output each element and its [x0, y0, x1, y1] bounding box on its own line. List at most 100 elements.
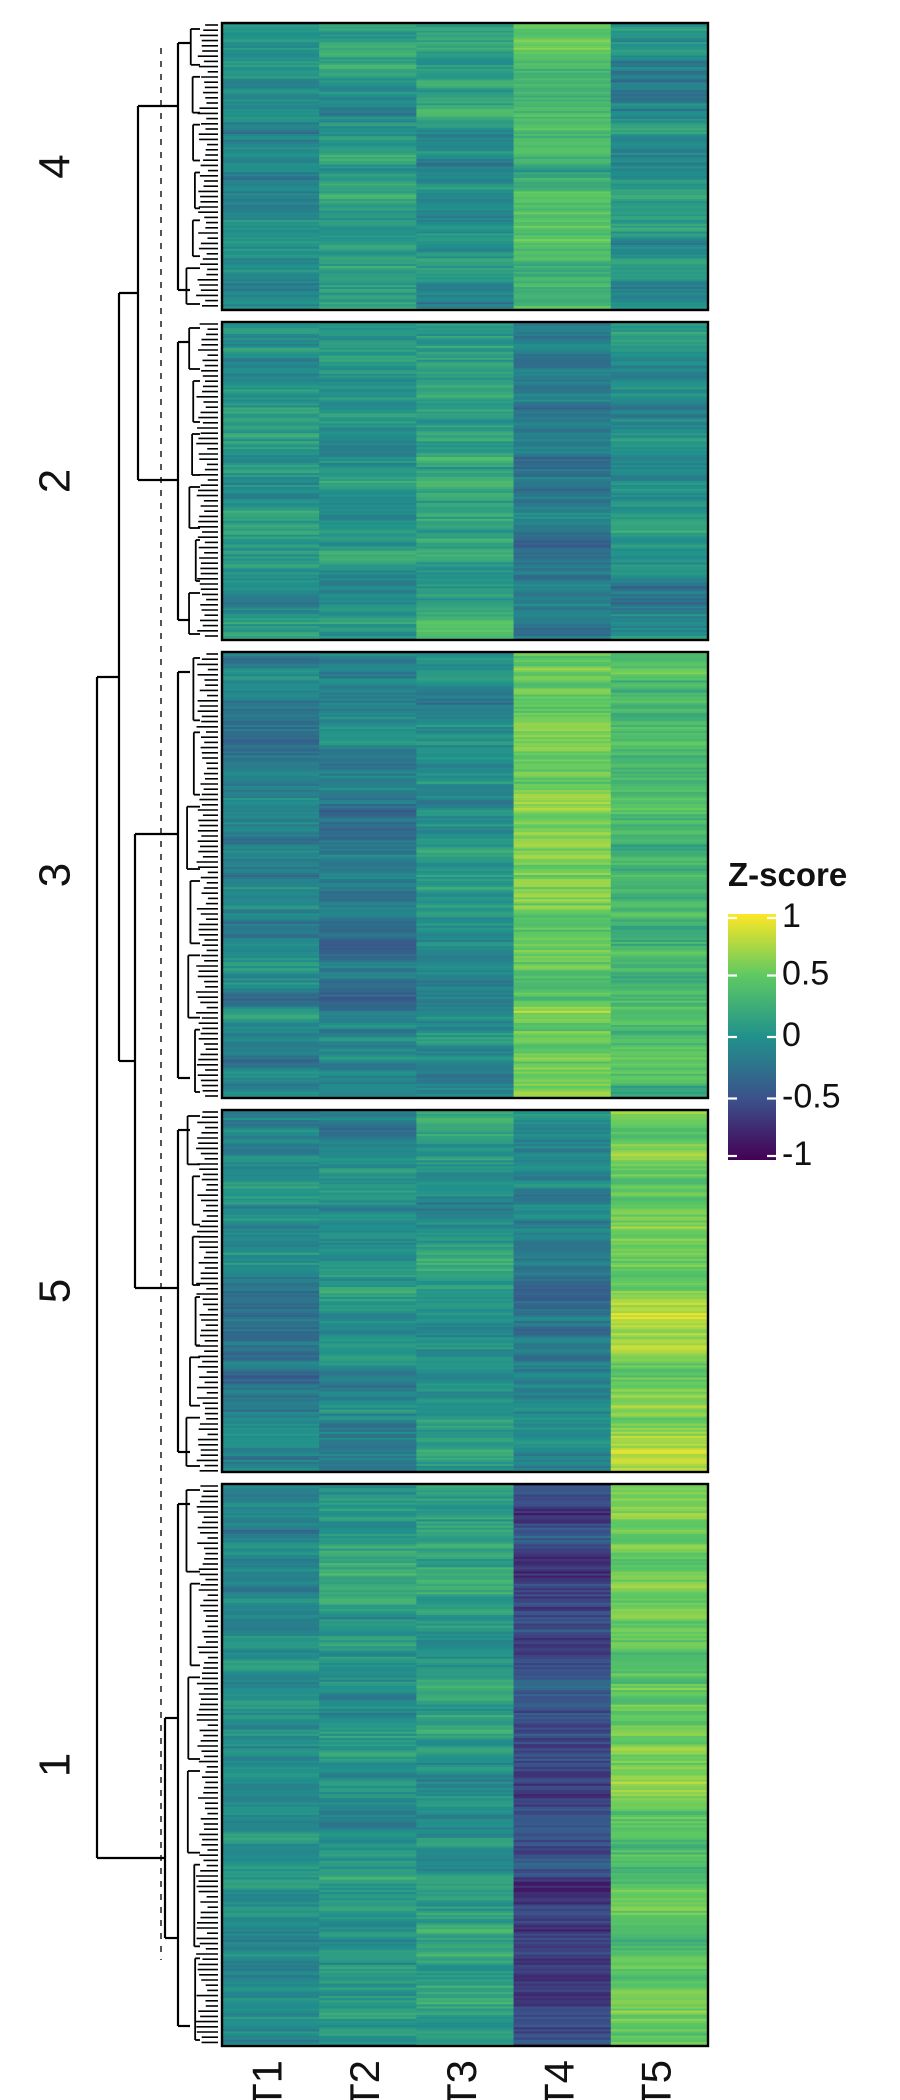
- heatmap-cell: [610, 1027, 709, 1030]
- heatmap-cell: [513, 895, 612, 898]
- heatmap-cell: [610, 773, 709, 777]
- heatmap-cell: [416, 359, 515, 363]
- heatmap-cell: [416, 214, 515, 217]
- heatmap-cell: [222, 1544, 320, 1548]
- heatmap-cell: [513, 1311, 612, 1314]
- heatmap-cell: [513, 751, 612, 754]
- heatmap-cell: [610, 879, 709, 882]
- heatmap-cell: [610, 797, 709, 801]
- heatmap-cell: [513, 610, 612, 613]
- heatmap-cell: [222, 1002, 320, 1006]
- heatmap-cell: [319, 1814, 417, 1818]
- heatmap-cell: [319, 526, 417, 530]
- heatmap-cell: [513, 652, 612, 655]
- heatmap-cell: [416, 542, 515, 546]
- heatmap-cell: [319, 708, 417, 712]
- heatmap-cell: [416, 1144, 515, 1147]
- heatmap-cell: [319, 584, 417, 587]
- heatmap-cell: [222, 1339, 320, 1342]
- heatmap-cell: [416, 544, 515, 548]
- heatmap-cell: [416, 335, 515, 339]
- heatmap-cell: [222, 1091, 320, 1095]
- heatmap-cell: [416, 281, 515, 284]
- heatmap-cell: [416, 1762, 515, 1766]
- heatmap-cell: [222, 514, 320, 518]
- heatmap-cell: [416, 1321, 515, 1324]
- heatmap-cell: [416, 1186, 515, 1190]
- heatmap-cell: [513, 1069, 612, 1073]
- heatmap-cell: [416, 733, 515, 736]
- heatmap-cell: [222, 1220, 320, 1224]
- heatmap-cell: [416, 1877, 515, 1881]
- heatmap-cell: [319, 1916, 417, 1920]
- heatmap-cell: [610, 1146, 709, 1149]
- heatmap-cell: [416, 1583, 515, 1587]
- heatmap-cell: [610, 1291, 709, 1294]
- heatmap-cell: [222, 248, 320, 252]
- heatmap-cell: [319, 1773, 417, 1777]
- heatmap-cell: [513, 540, 612, 544]
- heatmap-cell: [319, 306, 417, 309]
- heatmap-cell: [319, 1449, 417, 1453]
- heatmap-cell: [416, 775, 515, 779]
- heatmap-cell: [222, 769, 320, 773]
- heatmap-cell: [416, 793, 515, 797]
- heatmap-cell: [222, 337, 320, 341]
- heatmap-cell: [319, 252, 417, 256]
- heatmap-cell: [222, 329, 320, 333]
- heatmap-cell: [319, 1800, 417, 1804]
- heatmap-cell: [416, 1278, 515, 1282]
- heatmap-cell: [610, 443, 709, 446]
- heatmap-cell: [416, 616, 515, 619]
- heatmap-cell: [610, 1222, 709, 1226]
- heatmap-cell: [319, 1523, 417, 1527]
- heatmap-cell: [416, 1258, 515, 1262]
- heatmap-cell: [319, 656, 417, 659]
- heatmap-cell: [319, 588, 417, 591]
- heatmap-cell: [222, 88, 320, 91]
- heatmap-cell: [319, 492, 417, 496]
- heatmap-cell: [610, 1321, 709, 1324]
- heatmap-cell: [222, 1921, 320, 1924]
- heatmap-cell: [610, 510, 709, 514]
- heatmap-cell: [319, 1577, 417, 1581]
- heatmap-cell: [513, 1116, 612, 1119]
- heatmap-cell: [319, 733, 417, 736]
- heatmap-cell: [319, 1496, 417, 1500]
- heatmap-cell: [222, 1409, 320, 1413]
- heatmap-cell: [222, 544, 320, 548]
- heatmap-cell: [319, 1286, 417, 1290]
- heatmap-cell: [513, 773, 612, 777]
- heatmap-cell: [319, 441, 417, 444]
- heatmap-cell: [513, 393, 612, 397]
- heatmap-cell: [610, 793, 709, 797]
- heatmap-cell: [222, 856, 320, 860]
- heatmap-cell: [319, 116, 417, 120]
- heatmap-cell: [416, 1055, 515, 1059]
- heatmap-cell: [222, 1200, 320, 1204]
- heatmap-cell: [610, 200, 709, 204]
- heatmap-cell: [319, 1132, 417, 1135]
- heatmap-cell: [416, 306, 515, 309]
- heatmap-cell: [610, 704, 709, 708]
- heatmap-cell: [319, 684, 417, 688]
- heatmap-cell: [610, 848, 709, 852]
- heatmap-cell: [513, 1387, 612, 1391]
- heatmap-cell: [319, 548, 417, 552]
- heatmap-cell: [319, 1192, 417, 1196]
- heatmap-cell: [610, 700, 709, 704]
- heatmap-cell: [610, 895, 709, 898]
- heatmap-cell: [416, 538, 515, 542]
- heatmap-cell: [416, 795, 515, 799]
- heatmap-cell: [222, 795, 320, 799]
- heatmap-cell: [319, 1623, 417, 1627]
- heatmap-cell: [319, 1685, 417, 1689]
- heatmap-cell: [513, 423, 612, 426]
- heatmap-cell: [416, 65, 515, 68]
- heatmap-cell: [222, 1671, 320, 1675]
- heatmap-cell: [416, 1550, 515, 1554]
- heatmap-cell: [610, 287, 709, 290]
- heatmap-cell: [610, 391, 709, 395]
- heatmap-cell: [222, 1887, 320, 1891]
- heatmap-cell: [610, 1025, 709, 1028]
